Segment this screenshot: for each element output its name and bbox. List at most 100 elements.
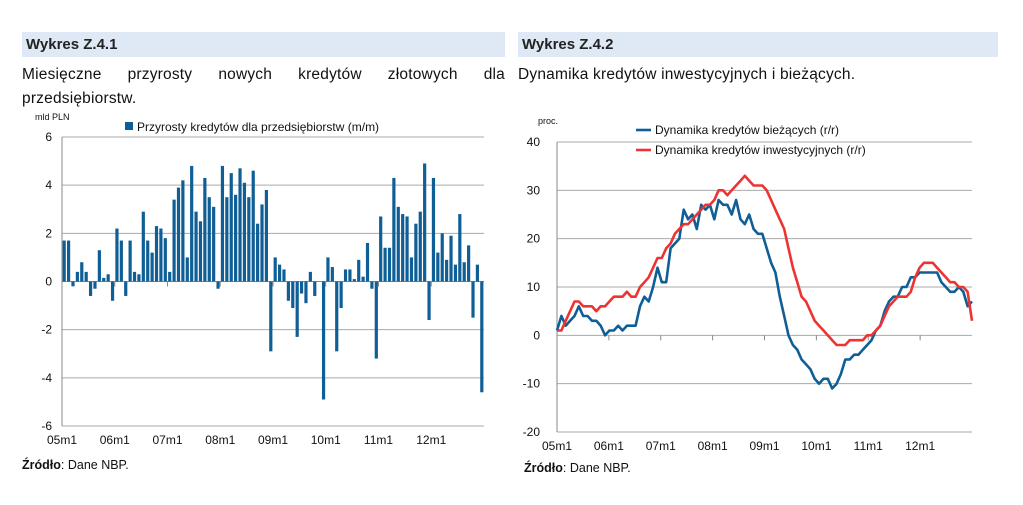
- bar: [282, 269, 286, 282]
- bar: [194, 211, 198, 282]
- bar: [387, 247, 392, 282]
- bar: [176, 187, 181, 282]
- x-tick-label: 06m1: [100, 433, 130, 447]
- bar: [181, 180, 185, 282]
- source-label: Źródło: [22, 458, 61, 472]
- x-tick-label: 10m1: [801, 439, 831, 453]
- bar: [286, 281, 290, 301]
- right-chart-title: Wykres Z.4.2: [518, 32, 998, 57]
- bar: [357, 259, 361, 282]
- y-tick-label: 4: [45, 178, 52, 192]
- x-tick-label: 10m1: [311, 433, 341, 447]
- bar: [383, 247, 387, 282]
- x-tick-label: 05m1: [47, 433, 77, 447]
- y-tick-label: 0: [533, 328, 540, 342]
- y-tick-label: 2: [45, 226, 52, 240]
- bar: [93, 281, 97, 289]
- y-tick-label: 30: [527, 183, 541, 197]
- bar: [110, 281, 115, 301]
- bar: [207, 197, 211, 282]
- bar: [449, 235, 453, 282]
- x-tick-label: 07m1: [646, 439, 676, 453]
- bar: [216, 281, 220, 289]
- bar: [269, 281, 273, 352]
- bar: [348, 269, 352, 282]
- source-text: : Dane NBP.: [60, 458, 129, 472]
- bar: [401, 214, 405, 282]
- y-tick-label: 10: [527, 280, 541, 294]
- bar: [445, 259, 449, 282]
- bar: [97, 250, 101, 282]
- bar: [238, 168, 242, 282]
- series-line-investment: [557, 174, 974, 347]
- bar: [251, 170, 255, 282]
- bar: [299, 281, 304, 294]
- bar: [370, 281, 374, 289]
- bar: [414, 223, 418, 282]
- legend-label: Przyrosty kredytów dla przedsiębiorstw (…: [137, 120, 379, 134]
- x-tick-label: 08m1: [205, 433, 235, 447]
- bar: [475, 264, 480, 282]
- bar: [229, 173, 233, 282]
- y-tick-label: 6: [45, 130, 52, 144]
- bar: [80, 262, 84, 282]
- bar: [242, 182, 247, 282]
- bar: [431, 177, 436, 282]
- bar: [115, 228, 119, 282]
- bar: [409, 257, 414, 282]
- bar: [75, 271, 79, 282]
- bar: [150, 252, 154, 282]
- bar: [335, 281, 339, 352]
- left-source: Źródło: Dane NBP.: [22, 458, 129, 472]
- source-text: : Dane NBP.: [562, 461, 631, 475]
- bar: [132, 271, 137, 282]
- y-tick-label: 40: [527, 135, 541, 149]
- legend-swatch: [125, 122, 133, 130]
- right-chart-subtitle: Dynamika kredytów inwestycyjnych i bieżą…: [518, 66, 856, 83]
- bar: [168, 271, 172, 282]
- bar: [330, 267, 334, 282]
- bar: [256, 223, 260, 282]
- y-tick-label: -10: [523, 377, 541, 391]
- source-label: Źródło: [524, 461, 563, 475]
- series-line-current: [555, 198, 973, 390]
- bar: [62, 240, 66, 282]
- bar: [405, 216, 409, 282]
- bar: [313, 281, 317, 296]
- bar: [343, 269, 348, 282]
- bar: [137, 274, 141, 282]
- x-tick-label: 09m1: [258, 433, 288, 447]
- bar: [423, 163, 427, 282]
- y-axis-label: mld PLN: [35, 112, 70, 122]
- x-tick-label: 12m1: [905, 439, 935, 453]
- x-tick-label: 06m1: [594, 439, 624, 453]
- bar: [203, 177, 207, 282]
- bar: [234, 194, 238, 282]
- bar: [440, 233, 444, 282]
- x-tick-label: 11m1: [364, 433, 393, 447]
- bar: [146, 240, 150, 282]
- left-chart-subtitle: Miesięczne przyrosty nowych kredytów zło…: [22, 66, 505, 107]
- y-tick-label: -4: [41, 371, 52, 385]
- bar: [159, 228, 163, 282]
- bar: [71, 281, 75, 287]
- bar: [304, 281, 308, 304]
- bar: [198, 221, 203, 282]
- bar: [225, 197, 229, 282]
- bar: [119, 240, 123, 282]
- x-tick-label: 08m1: [698, 439, 728, 453]
- y-tick-label: -20: [523, 425, 541, 439]
- bar: [467, 245, 471, 282]
- bar: [458, 214, 462, 282]
- bar: [374, 281, 378, 359]
- bar: [352, 279, 356, 282]
- bar: [379, 216, 383, 282]
- bar: [247, 197, 251, 282]
- x-tick-label: 07m1: [152, 433, 182, 447]
- bar: [190, 165, 194, 282]
- bar: [291, 281, 295, 308]
- bar: [277, 264, 282, 282]
- bar: [361, 276, 365, 282]
- y-tick-label: 20: [527, 232, 541, 246]
- x-tick-label: 12m1: [416, 433, 446, 447]
